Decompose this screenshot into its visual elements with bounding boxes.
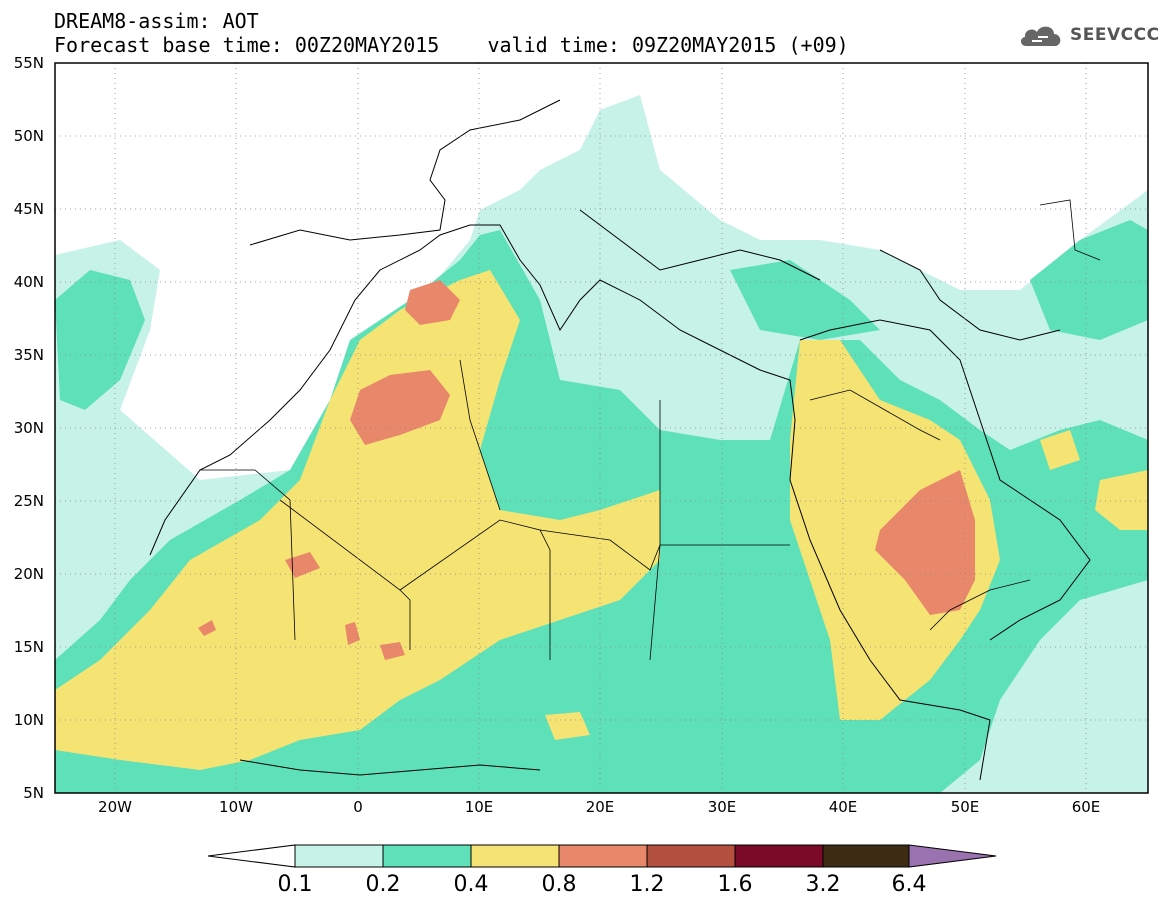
colorbar-label: 0.8: [541, 872, 577, 897]
lon-label: 20E: [585, 798, 615, 816]
map-subtitle: Forecast base time: 00Z20MAY2015 valid t…: [54, 33, 849, 57]
lon-label: 10W: [219, 798, 253, 816]
colorbar-swatch-2: [382, 844, 472, 868]
lat-label: 50N: [13, 127, 44, 145]
colorbar-label: 3.2: [805, 872, 841, 897]
aot-contour-0.8: [350, 370, 450, 445]
lon-label: 10E: [464, 798, 494, 816]
colorbar-label: 1.2: [629, 872, 665, 897]
colorbar-swatch-4: [558, 844, 648, 868]
lon-label: 40E: [828, 798, 858, 816]
seevccc-logo: SEEVCCC: [1018, 22, 1160, 48]
map-title: DREAM8-assim: AOT: [54, 9, 259, 33]
lat-label: 15N: [13, 638, 44, 656]
colorbar-label: 0.1: [277, 872, 313, 897]
map-frame: [54, 62, 1149, 794]
colorbar-swatch-6: [734, 844, 824, 868]
colorbar-label: 0.4: [453, 872, 489, 897]
colorbar-label: 0.2: [365, 872, 401, 897]
cloud-icon: [1020, 26, 1061, 46]
lon-label: 30E: [707, 798, 737, 816]
logo-text: SEEVCCC: [1070, 25, 1160, 45]
lat-label: 35N: [13, 346, 44, 364]
colorbar-lower-arrow: [207, 844, 296, 868]
aot-contour-0.4: [55, 270, 660, 770]
lat-label: 55N: [13, 54, 44, 72]
lat-label: 10N: [13, 711, 44, 729]
colorbar-label: 6.4: [891, 872, 927, 897]
lon-label: 60E: [1071, 798, 1101, 816]
colorbar: [207, 844, 997, 868]
lat-label: 30N: [13, 419, 44, 437]
lat-label: 5N: [23, 784, 44, 802]
lon-label: 50E: [950, 798, 980, 816]
colorbar-swatch-1: [294, 844, 384, 868]
lon-label: 0: [353, 798, 363, 816]
lat-label: 40N: [13, 273, 44, 291]
graticule: [55, 63, 1148, 793]
aot-field: [55, 63, 1148, 793]
lat-label: 45N: [13, 200, 44, 218]
borders: [200, 199, 1101, 661]
coastlines: [149, 99, 1091, 781]
lon-label: 20W: [98, 798, 132, 816]
colorbar-label: 1.6: [717, 872, 753, 897]
colorbar-upper-arrow: [908, 844, 997, 868]
colorbar-swatch-5: [646, 844, 736, 868]
colorbar-swatch-7: [822, 844, 910, 868]
colorbar-swatch-3: [470, 844, 560, 868]
lat-label: 25N: [13, 492, 44, 510]
lat-label: 20N: [13, 565, 44, 583]
